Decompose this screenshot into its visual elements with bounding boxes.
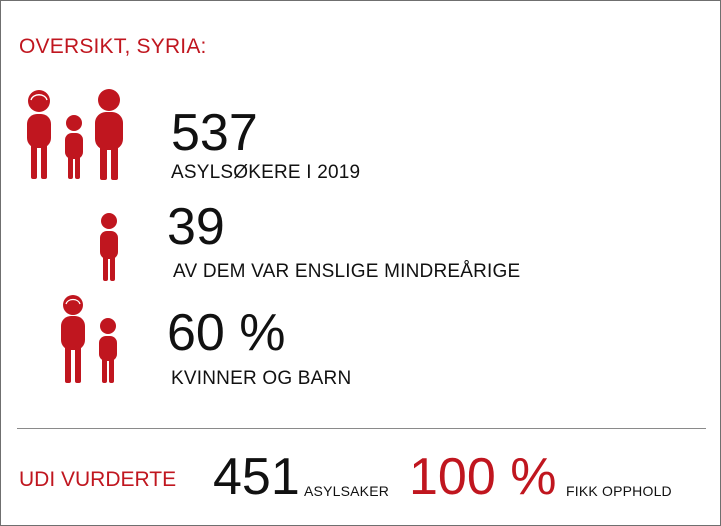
stat-label-women-children: KVINNER OG BARN [171, 368, 352, 389]
section-divider [17, 428, 706, 429]
stat-label-applicants: ASYLSØKERE I 2019 [171, 162, 361, 183]
stat-value-women-children: 60 % [167, 304, 286, 362]
stat-label-minors: AV DEM VAR ENSLIGE MINDREÅRIGE [173, 261, 521, 282]
cases-label: ASYLSAKER [304, 483, 390, 499]
child-icon [100, 213, 118, 281]
page-title: OVERSIKT, SYRIA: [19, 35, 207, 58]
residence-label: FIKK OPPHOLD [566, 483, 672, 499]
stat-value-minors: 39 [167, 198, 225, 256]
stat-value-applicants: 537 [171, 104, 258, 162]
footer-title: UDI VURDERTE [19, 468, 177, 491]
family-icon [27, 89, 123, 180]
cases-value: 451 [213, 448, 300, 506]
mother-child-icon [61, 295, 117, 383]
residence-value: 100 % [409, 448, 557, 506]
